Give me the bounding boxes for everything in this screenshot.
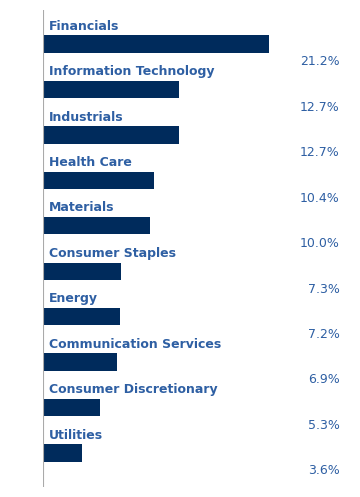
Bar (43, 81, 179, 98)
Text: Financials: Financials (49, 20, 119, 33)
Bar (43, 262, 121, 280)
Text: 12.7%: 12.7% (300, 146, 340, 159)
Text: Health Care: Health Care (49, 156, 131, 169)
Text: Consumer Discretionary: Consumer Discretionary (49, 383, 217, 396)
Text: Energy: Energy (49, 292, 98, 305)
Bar (43, 444, 82, 462)
Text: Communication Services: Communication Services (49, 338, 221, 351)
Bar (43, 35, 269, 53)
Text: 12.7%: 12.7% (300, 101, 340, 114)
Bar (43, 399, 100, 416)
Text: Consumer Staples: Consumer Staples (49, 247, 176, 260)
Text: 7.3%: 7.3% (308, 283, 340, 296)
Text: Industrials: Industrials (49, 110, 123, 124)
Bar (43, 171, 154, 189)
Text: 3.6%: 3.6% (308, 464, 340, 477)
Text: Utilities: Utilities (49, 428, 103, 442)
Text: Materials: Materials (49, 201, 114, 214)
Bar (43, 126, 179, 144)
Bar (43, 308, 120, 326)
Text: 10.0%: 10.0% (300, 237, 340, 250)
Text: 21.2%: 21.2% (300, 55, 340, 69)
Bar (43, 217, 150, 235)
Text: 10.4%: 10.4% (300, 192, 340, 205)
Text: 6.9%: 6.9% (308, 373, 340, 387)
Text: 5.3%: 5.3% (308, 419, 340, 432)
Text: 7.2%: 7.2% (308, 328, 340, 341)
Bar (43, 353, 117, 371)
Text: Information Technology: Information Technology (49, 65, 214, 78)
